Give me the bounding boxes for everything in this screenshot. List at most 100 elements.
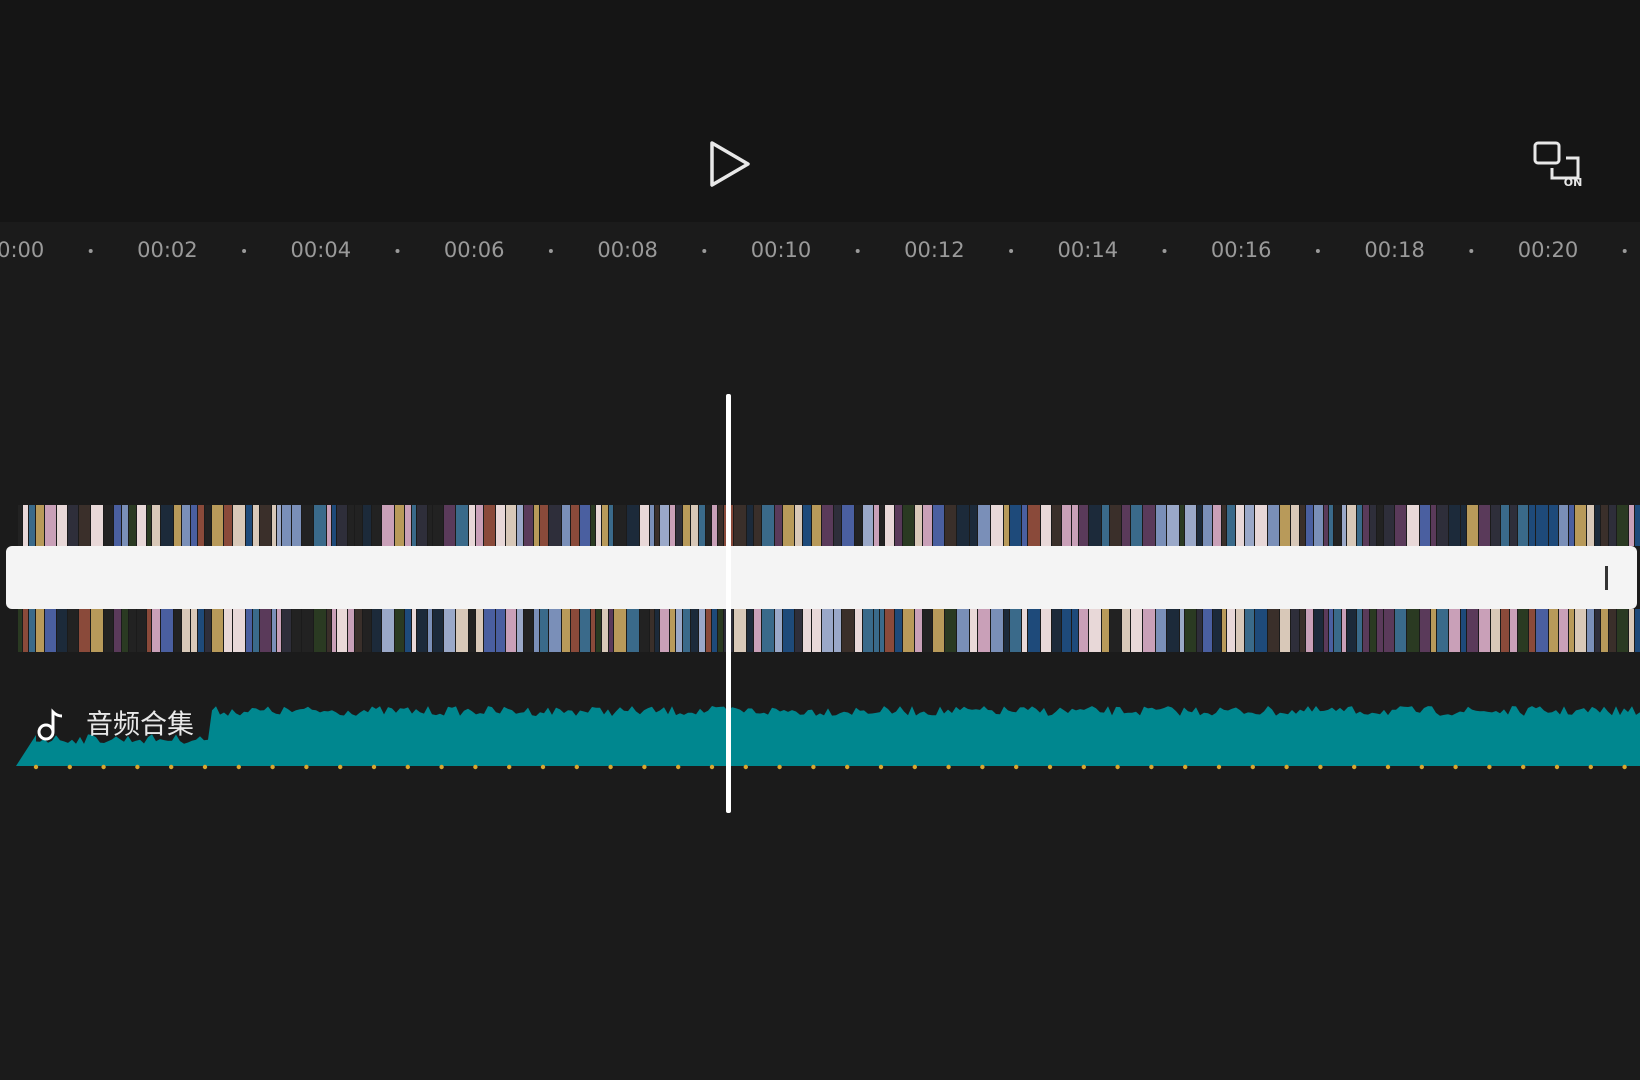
- thumbnail-slice: [1569, 609, 1574, 652]
- thumbnail-slice: [580, 609, 590, 652]
- thumbnail-slice: [650, 609, 654, 652]
- thumbnail-slice: [1559, 505, 1568, 546]
- thumbnail-slice: [191, 505, 197, 546]
- thumbnail-slice: [456, 505, 468, 546]
- thumbnail-slice: [1131, 505, 1142, 546]
- thumbnail-slice: [1529, 505, 1535, 546]
- thumbnail-slice: [1609, 505, 1616, 546]
- thumbnail-slice: [57, 609, 67, 652]
- thumbnail-slice: [1617, 609, 1628, 652]
- thumbnail-slice: [327, 505, 331, 546]
- thumbnail-slice: [456, 609, 468, 652]
- thumbnail-slice: [945, 505, 956, 546]
- thumbnail-slice: [1110, 505, 1121, 546]
- thumbnail-slice: [699, 609, 705, 652]
- beat-marker: [1453, 764, 1458, 770]
- play-button[interactable]: [710, 141, 750, 187]
- beat-marker: [1149, 764, 1154, 770]
- thumbnail-slice: [683, 609, 690, 652]
- ruler-dot: [855, 249, 860, 253]
- ruler-dot: [702, 249, 707, 253]
- thumbnail-slice: [660, 609, 669, 652]
- playhead[interactable]: [726, 394, 731, 813]
- beat-marker: [980, 764, 985, 770]
- beat-marker: [574, 764, 579, 770]
- thumbnail-slice: [246, 609, 252, 652]
- thumbnail-slice: [517, 505, 523, 546]
- thumbnail-slice: [45, 505, 56, 546]
- thumbnail-slice: [1062, 609, 1071, 652]
- thumbnail-slice: [337, 505, 347, 546]
- thumbnail-slice: [1300, 609, 1305, 652]
- thumbnail-slice: [277, 609, 281, 652]
- thumbnail-slice: [469, 609, 475, 652]
- beat-marker: [338, 764, 343, 770]
- thumbnail-slice: [1575, 609, 1586, 652]
- video-clip-bar[interactable]: [6, 546, 1637, 609]
- thumbnail-slice: [36, 505, 44, 546]
- thumbnail-slice: [1575, 505, 1586, 546]
- thumbnail-slice: [104, 505, 113, 546]
- thumbnail-slice: [1629, 609, 1634, 652]
- thumbnail-slice: [534, 505, 539, 546]
- thumbnail-slice: [476, 609, 483, 652]
- clip-handle[interactable]: [1605, 566, 1608, 590]
- thumbnail-slice: [834, 505, 841, 546]
- thumbnail-slice: [282, 505, 291, 546]
- ruler-label: 00:02: [137, 238, 198, 262]
- thumbnail-slice: [152, 609, 160, 652]
- thumbnail-slice: [614, 505, 626, 546]
- beat-marker: [878, 764, 884, 770]
- thumbnail-slice: [1268, 609, 1279, 652]
- thumbnail-slice: [1300, 505, 1305, 546]
- beat-marker: [1183, 764, 1188, 770]
- thumbnail-slice: [1227, 609, 1235, 652]
- thumbnail-slice: [754, 609, 761, 652]
- thumbnail-slice: [683, 505, 690, 546]
- thumbnail-slice: [1143, 609, 1155, 652]
- thumbnail-slice: [1291, 609, 1299, 652]
- beat-marker: [1014, 764, 1019, 770]
- thumbnail-slice: [272, 505, 276, 546]
- thumbnail-slice: [337, 609, 347, 652]
- thumbnail-slice: [609, 609, 613, 652]
- thumbnail-slice: [1156, 609, 1166, 652]
- thumbnail-slice: [957, 609, 969, 652]
- beat-marker: [1081, 764, 1087, 770]
- thumbnail-slice: [822, 505, 833, 546]
- thumbnail-slice: [1518, 609, 1528, 652]
- thumbnail-slice: [1479, 609, 1490, 652]
- beat-marker: [439, 764, 444, 770]
- thumbnail-slice: [549, 505, 561, 546]
- compare-button[interactable]: ON: [1533, 141, 1582, 189]
- thumbnail-slice: [734, 609, 746, 652]
- thumbnail-slice: [1510, 505, 1517, 546]
- ruler-dot: [1315, 249, 1320, 253]
- thumbnail-slice: [191, 609, 197, 652]
- thumbnail-slice: [534, 609, 539, 652]
- thumbnail-slice: [174, 609, 181, 652]
- thumbnail-slice: [29, 505, 35, 546]
- thumbnail-slice: [1022, 505, 1027, 546]
- thumbnail-slice: [1156, 505, 1166, 546]
- audio-waveform[interactable]: [16, 706, 1640, 766]
- thumbnail-slice: [1587, 609, 1594, 652]
- thumbnail-slice: [260, 609, 271, 652]
- thumbnail-slice: [1180, 609, 1184, 652]
- thumbnail-slice: [253, 505, 259, 546]
- thumbnail-slice: [277, 505, 281, 546]
- thumbnail-slice: [152, 505, 160, 546]
- thumbnail-slice: [1236, 505, 1244, 546]
- thumbnail-slice: [699, 505, 705, 546]
- thumbnail-slice: [762, 609, 774, 652]
- thumbnail-slice: [903, 505, 914, 546]
- thumbnail-slice: [571, 505, 579, 546]
- thumbnail-slice: [114, 505, 121, 546]
- thumbnail-slice: [517, 609, 523, 652]
- thumbnail-slice: [1407, 505, 1419, 546]
- beat-marker: [1385, 764, 1391, 770]
- thumbnail-slice: [1529, 609, 1535, 652]
- thumbnail-slice: [895, 609, 902, 652]
- thumbnail-slice: [405, 505, 411, 546]
- compare-icon: [1533, 141, 1561, 165]
